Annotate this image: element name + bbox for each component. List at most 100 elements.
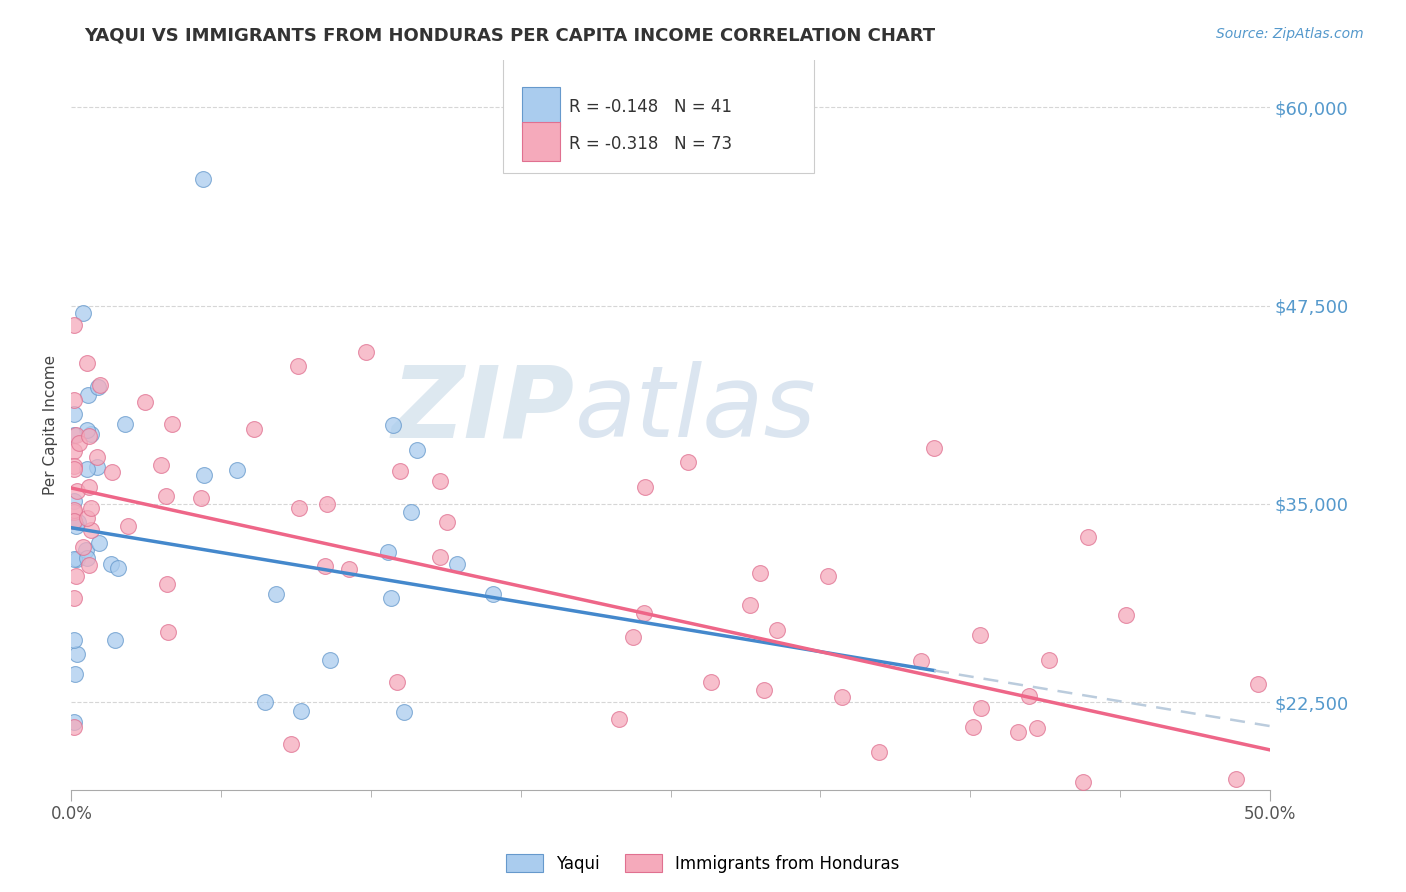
Point xyxy=(62,318,84,332)
Point xyxy=(1038,653,1060,667)
Point xyxy=(75,543,97,558)
Point xyxy=(287,359,309,374)
Point xyxy=(607,712,630,726)
Point xyxy=(817,569,839,583)
Point xyxy=(65,427,87,442)
Point xyxy=(62,514,84,528)
Point xyxy=(910,654,932,668)
Point xyxy=(482,586,505,600)
Point xyxy=(633,607,655,621)
Point xyxy=(377,545,399,559)
Point xyxy=(315,497,337,511)
Point xyxy=(388,465,411,479)
Point xyxy=(76,550,98,565)
Point xyxy=(66,515,89,529)
Point xyxy=(62,720,84,734)
Point xyxy=(114,417,136,432)
Point xyxy=(385,674,408,689)
Point xyxy=(76,511,98,525)
Point xyxy=(62,408,84,422)
Point xyxy=(77,429,100,443)
Point xyxy=(243,422,266,436)
Point xyxy=(62,515,84,529)
Point xyxy=(76,424,98,438)
Point xyxy=(62,428,84,442)
Text: Source: ZipAtlas.com: Source: ZipAtlas.com xyxy=(1216,27,1364,41)
Point xyxy=(314,558,336,573)
Point xyxy=(89,535,111,549)
Point xyxy=(406,443,429,458)
Point xyxy=(354,345,377,359)
Point xyxy=(62,494,84,508)
Point xyxy=(86,450,108,465)
Point xyxy=(922,442,945,456)
Point xyxy=(162,417,184,431)
Point xyxy=(436,515,458,529)
Point xyxy=(1076,530,1098,544)
Point xyxy=(738,598,761,612)
FancyBboxPatch shape xyxy=(522,87,560,127)
Point xyxy=(76,462,98,476)
Point xyxy=(749,566,772,580)
FancyBboxPatch shape xyxy=(503,56,814,173)
Point xyxy=(380,591,402,606)
Point xyxy=(62,591,84,605)
Point xyxy=(66,648,89,662)
Point xyxy=(62,714,84,729)
Point xyxy=(319,653,342,667)
Point xyxy=(399,506,422,520)
Point xyxy=(62,459,84,474)
Point xyxy=(700,675,723,690)
Point xyxy=(280,737,302,751)
Point xyxy=(446,557,468,571)
Point xyxy=(754,682,776,697)
Point xyxy=(62,551,84,566)
Point xyxy=(150,458,173,472)
Text: atlas: atlas xyxy=(575,361,817,458)
Point xyxy=(381,418,404,433)
Point xyxy=(63,667,86,681)
Point xyxy=(970,701,993,715)
Point xyxy=(62,503,84,517)
Point xyxy=(156,625,179,640)
Point xyxy=(191,171,214,186)
Point xyxy=(190,491,212,505)
Point xyxy=(79,427,101,442)
Point xyxy=(429,550,451,565)
Point xyxy=(62,505,84,519)
Point xyxy=(156,577,179,591)
Text: R = -0.148   N = 41: R = -0.148 N = 41 xyxy=(568,98,731,116)
Point xyxy=(290,704,312,718)
Point xyxy=(226,463,249,477)
Point xyxy=(86,459,108,474)
Point xyxy=(962,720,984,734)
Point xyxy=(1018,689,1040,703)
Point xyxy=(337,561,360,575)
Point xyxy=(676,455,699,469)
Point xyxy=(100,557,122,571)
Point xyxy=(65,569,87,583)
Point xyxy=(155,489,177,503)
Point xyxy=(193,468,215,483)
Point xyxy=(394,705,416,719)
Y-axis label: Per Capita Income: Per Capita Income xyxy=(44,354,58,495)
Point xyxy=(101,465,124,479)
Point xyxy=(67,435,90,450)
Point xyxy=(621,630,644,644)
Point xyxy=(107,561,129,575)
Point xyxy=(134,395,156,409)
Point xyxy=(634,479,657,493)
Point xyxy=(80,523,103,537)
Point xyxy=(766,623,789,637)
Point xyxy=(62,392,84,407)
Point xyxy=(62,462,84,476)
Point xyxy=(65,484,87,499)
Point xyxy=(117,519,139,533)
Point xyxy=(831,690,853,704)
Point xyxy=(288,501,311,516)
Point xyxy=(104,633,127,648)
Point xyxy=(77,480,100,494)
Text: R = -0.318   N = 73: R = -0.318 N = 73 xyxy=(568,135,731,153)
Point xyxy=(62,444,84,458)
Point xyxy=(868,745,890,759)
